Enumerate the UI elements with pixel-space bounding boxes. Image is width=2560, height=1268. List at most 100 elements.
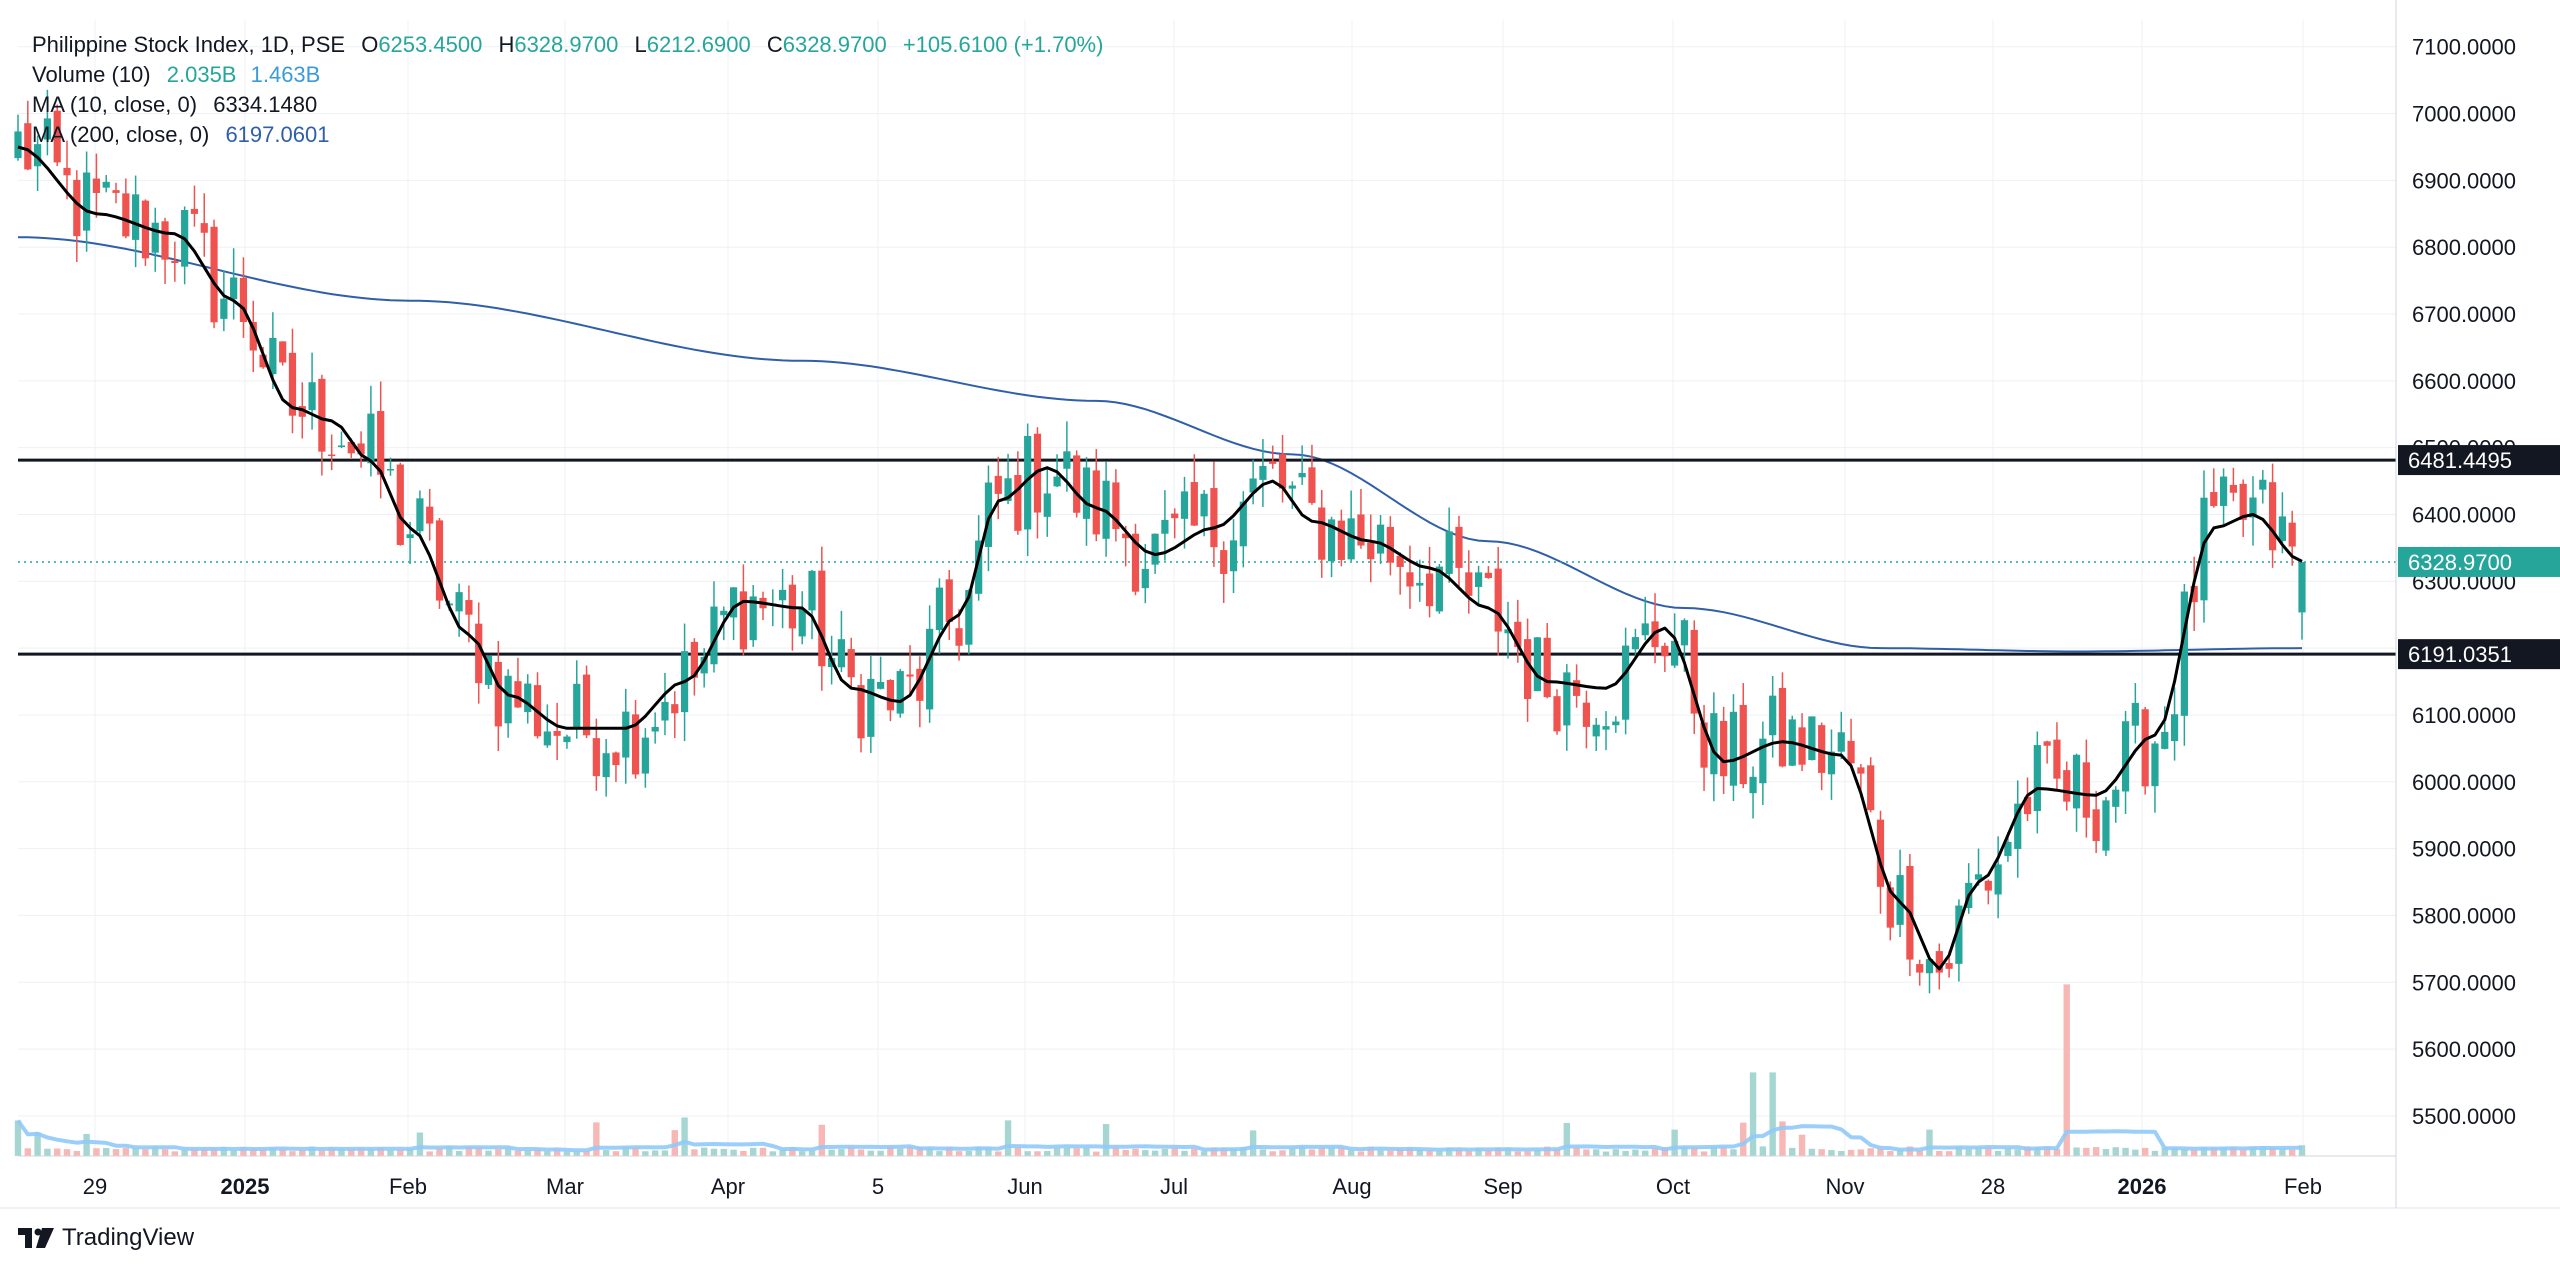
last-price-label: 6328.9700: [2408, 550, 2512, 575]
volume-bar: [1632, 1149, 1639, 1156]
candle: [1484, 566, 1492, 579]
volume-bar: [1132, 1148, 1139, 1156]
candle: [1867, 757, 1875, 813]
volume-bar: [1455, 1148, 1463, 1156]
candle: [1318, 490, 1326, 578]
candle: [1004, 453, 1012, 505]
candle: [220, 270, 228, 332]
candle: [53, 104, 61, 167]
volume-bar: [2004, 1147, 2012, 1156]
volume-bar: [838, 1149, 845, 1156]
volume-bar: [1308, 1149, 1316, 1156]
candle: [1494, 546, 1502, 656]
volume-bar: [1161, 1148, 1169, 1156]
volume-bar: [1926, 1129, 1933, 1156]
volume-bar: [1945, 1151, 1953, 1156]
volume-bar: [622, 1147, 629, 1156]
candle: [857, 673, 865, 753]
candle: [102, 175, 110, 193]
volume-bar: [789, 1147, 796, 1156]
volume-bars: [14, 984, 2306, 1156]
candle: [239, 257, 248, 338]
volume-bar: [465, 1146, 473, 1156]
candle: [1033, 427, 1042, 539]
y-tick-label: 6600.0000: [2412, 369, 2516, 394]
volume-bar: [103, 1148, 110, 1156]
candle: [1445, 507, 1453, 583]
volume-bar: [1445, 1147, 1453, 1156]
volume-bar: [1044, 1150, 1051, 1156]
volume-bar: [1083, 1147, 1090, 1156]
open-key: O: [361, 32, 379, 57]
ma200-label[interactable]: MA (200, close, 0): [32, 122, 210, 147]
volume-bar: [828, 1149, 835, 1156]
candle: [739, 564, 747, 656]
volume-bar: [1896, 1150, 1904, 1156]
candle: [1827, 729, 1836, 800]
candle: [1553, 689, 1561, 735]
legend-volume-row: Volume (10) 2.035B 1.463B: [32, 60, 1103, 90]
volume-bar: [44, 1148, 51, 1156]
volume-bar: [877, 1150, 884, 1156]
candle: [710, 581, 718, 673]
volume-ma-value: 1.463B: [250, 62, 321, 87]
candle: [2141, 707, 2149, 795]
candle: [1386, 516, 1394, 576]
volume-bar: [1093, 1151, 1100, 1156]
volume-bar: [779, 1149, 786, 1156]
volume-bar: [132, 1148, 139, 1156]
volume-label[interactable]: Volume (10): [32, 62, 151, 87]
volume-bar: [1691, 1147, 1698, 1156]
y-tick-label: 6800.0000: [2412, 235, 2516, 260]
candle: [181, 206, 189, 285]
candle: [1533, 636, 1541, 692]
candle: [2053, 722, 2061, 792]
candle: [504, 669, 512, 738]
candle: [2249, 476, 2257, 546]
y-tick-label: 5700.0000: [2412, 970, 2516, 995]
last-price-label-bg: [2398, 546, 2560, 577]
low-value: 6212.6900: [646, 32, 751, 57]
ma10-label[interactable]: MA (10, close, 0): [32, 92, 198, 117]
candle: [661, 672, 669, 736]
chart-legend: Philippine Stock Index, 1D, PSE O6253.45…: [32, 30, 1103, 150]
candle: [2259, 470, 2267, 504]
volume-bar: [122, 1148, 130, 1156]
volume-bar: [1985, 1147, 1992, 1156]
candle: [73, 170, 81, 262]
volume-bar: [1377, 1150, 1384, 1156]
candle: [837, 610, 846, 673]
volume-bar: [710, 1148, 718, 1156]
symbol-label[interactable]: Philippine Stock Index, 1D, PSE: [32, 32, 346, 57]
x-tick-label: 5: [872, 1174, 884, 1199]
volume-bar: [1014, 1147, 1022, 1156]
volume-bar: [230, 1150, 237, 1156]
volume-bar: [1406, 1147, 1414, 1156]
volume-bar: [2122, 1147, 2129, 1156]
candle: [935, 578, 944, 654]
tradingview-brand[interactable]: TradingView: [18, 1224, 194, 1252]
volume-bar: [1230, 1148, 1237, 1156]
candle: [1425, 546, 1434, 618]
volume-bar: [642, 1151, 649, 1156]
volume-bar: [583, 1151, 590, 1156]
volume-bar: [573, 1151, 580, 1156]
volume-bar: [1514, 1151, 1521, 1156]
volume-bar: [2034, 1147, 2041, 1156]
volume-bar: [1269, 1151, 1276, 1156]
volume-bar: [740, 1150, 747, 1156]
brand-name: TradingView: [62, 1224, 195, 1251]
candle: [484, 655, 493, 690]
volume-bar: [1887, 1151, 1894, 1156]
horizontal-lines[interactable]: [18, 458, 2396, 656]
candle: [122, 178, 130, 239]
volume-bar: [1710, 1146, 1718, 1156]
candle: [2190, 556, 2198, 631]
volume-bar: [2151, 1150, 2159, 1156]
candle: [1808, 716, 1816, 761]
candle: [1024, 423, 1032, 557]
volume-bar: [671, 1130, 678, 1156]
volume-bar: [867, 1150, 875, 1156]
volume-bar: [1524, 1151, 1531, 1156]
